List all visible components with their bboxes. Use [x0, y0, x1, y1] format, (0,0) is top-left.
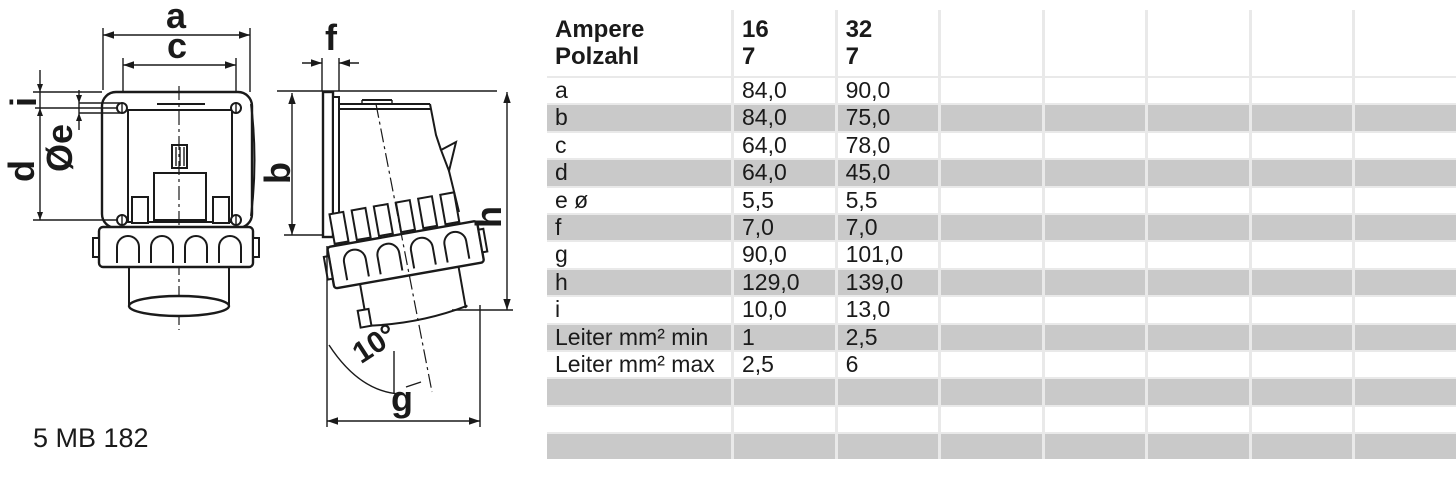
- row-label: a: [547, 77, 731, 104]
- dim-label-g: g: [391, 378, 413, 419]
- row-value: 90,0: [837, 77, 939, 104]
- row-value: 13,0: [837, 296, 939, 323]
- header-ampere-16: 16: [742, 16, 769, 43]
- row-label: f: [547, 214, 731, 241]
- side-view: f b: [257, 17, 513, 427]
- row-value: 139,0: [837, 269, 939, 296]
- row-value: 2,5: [837, 324, 939, 350]
- header-ampere-32: 32: [845, 16, 873, 43]
- table-row-b: b 84,0 75,0: [547, 104, 1456, 131]
- table-row-g: g 90,0 101,0: [547, 241, 1456, 268]
- row-value: 84,0: [734, 104, 835, 131]
- grip-ring-front: [92, 225, 260, 269]
- row-label: Leiter mm² min: [547, 324, 731, 350]
- row-value: 129,0: [734, 269, 835, 296]
- header-col-32: 32 7: [837, 10, 939, 76]
- dim-label-f: f: [325, 17, 338, 58]
- row-label: b: [547, 104, 731, 131]
- dim-label-c: c: [167, 25, 187, 66]
- dim-label-b: b: [257, 162, 298, 184]
- table-header-row: Ampere Polzahl 16 7 32 7: [547, 10, 1456, 76]
- front-view: a c: [1, 0, 260, 330]
- dim-label-d: d: [1, 160, 42, 182]
- technical-drawing: a c: [1, 0, 513, 427]
- table-row-e: e ø 5,5 5,5: [547, 187, 1456, 213]
- header-ampere-label: Ampere: [555, 16, 645, 43]
- table-row-i: i 10,0 13,0: [547, 296, 1456, 323]
- part-number-label: 5 MB 182: [33, 423, 149, 453]
- header-polzahl-32: 7: [845, 43, 859, 70]
- row-label: g: [547, 241, 731, 268]
- row-label: Leiter mm² max: [547, 351, 731, 378]
- table-row-d: d 64,0 45,0: [547, 159, 1456, 186]
- header-polzahl-16: 7: [742, 43, 756, 70]
- spec-table: Ampere Polzahl 16 7 32 7 a 84,0 90,0: [547, 10, 1456, 460]
- table-row-empty: [547, 406, 1456, 433]
- header-label-cell: Ampere Polzahl: [547, 10, 731, 76]
- row-value: 6: [837, 351, 939, 378]
- row-value: 90,0: [734, 241, 835, 268]
- table-row-f: f 7,0 7,0: [547, 214, 1456, 241]
- header-polzahl-label: Polzahl: [555, 43, 640, 70]
- row-value: 64,0: [734, 159, 835, 186]
- table-row-leiter-min: Leiter mm² min 1 2,5: [547, 324, 1456, 350]
- row-label: c: [547, 132, 731, 159]
- dim-label-oe: Øe: [39, 124, 80, 172]
- dim-label-i: i: [3, 97, 44, 107]
- row-value: 75,0: [837, 104, 939, 131]
- row-value: 2,5: [734, 351, 835, 378]
- dim-label-a: a: [166, 0, 187, 36]
- row-value: 5,5: [734, 187, 835, 213]
- row-label: h: [547, 269, 731, 296]
- row-value: 84,0: [734, 77, 835, 104]
- row-value: 10,0: [734, 296, 835, 323]
- row-value: 7,0: [734, 214, 835, 241]
- row-value: 7,0: [837, 214, 939, 241]
- row-label: e ø: [547, 187, 731, 213]
- table-row-empty: [547, 379, 1456, 405]
- table-row-empty: [547, 434, 1456, 460]
- row-value: 101,0: [837, 241, 939, 268]
- row-label: i: [547, 296, 731, 323]
- table-row-a: a 84,0 90,0: [547, 77, 1456, 104]
- dim-label-h: h: [468, 206, 509, 228]
- table-row-leiter-max: Leiter mm² max 2,5 6: [547, 351, 1456, 378]
- row-value: 78,0: [837, 132, 939, 159]
- row-label: d: [547, 159, 731, 186]
- row-value: 5,5: [837, 187, 939, 213]
- row-value: 64,0: [734, 132, 835, 159]
- table-row-c: c 64,0 78,0: [547, 132, 1456, 159]
- row-value: 1: [734, 324, 835, 350]
- header-col-16: 16 7: [734, 10, 835, 76]
- row-value: 45,0: [837, 159, 939, 186]
- screw-icons: [116, 102, 242, 226]
- table-row-h: h 129,0 139,0: [547, 269, 1456, 296]
